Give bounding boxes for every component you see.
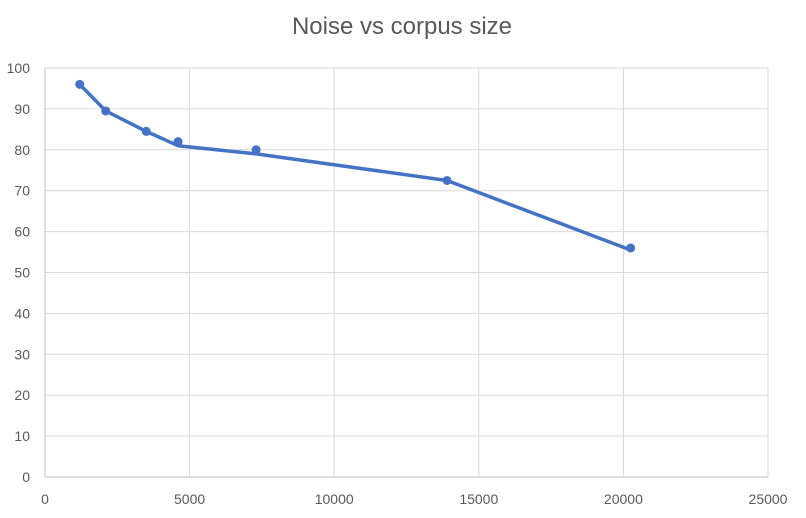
x-tick-label: 25000 xyxy=(749,491,788,507)
y-tick-label: 70 xyxy=(14,183,30,199)
data-point xyxy=(251,145,261,155)
series-layer xyxy=(75,79,636,253)
x-tick-label: 5000 xyxy=(174,491,205,507)
gridlines xyxy=(45,67,769,477)
y-tick-label: 60 xyxy=(14,224,30,240)
data-point xyxy=(442,175,452,185)
x-tick-label: 15000 xyxy=(459,491,498,507)
x-tick-label: 20000 xyxy=(604,491,643,507)
y-tick-label: 30 xyxy=(14,346,30,362)
y-tick-label: 10 xyxy=(14,428,30,444)
tick-labels: 0 10 20 30 40 50 60 70 80 90 100 0 5000 10000 15000 200… xyxy=(7,60,788,507)
data-point xyxy=(101,106,111,116)
x-tick-label: 0 xyxy=(41,491,49,507)
data-point xyxy=(173,137,183,147)
y-tick-label: 80 xyxy=(14,142,30,158)
data-point xyxy=(626,243,636,253)
axes xyxy=(44,68,768,478)
y-tick-label: 90 xyxy=(14,101,30,117)
y-tick-label: 50 xyxy=(14,265,30,281)
y-tick-label: 0 xyxy=(22,469,30,485)
x-tick-label: 10000 xyxy=(315,491,354,507)
y-tick-label: 40 xyxy=(14,305,30,321)
data-point xyxy=(141,126,151,136)
chart-title: Noise vs corpus size xyxy=(292,13,512,40)
data-point xyxy=(75,79,85,89)
y-tick-label: 20 xyxy=(14,387,30,403)
y-tick-label: 100 xyxy=(7,60,31,76)
